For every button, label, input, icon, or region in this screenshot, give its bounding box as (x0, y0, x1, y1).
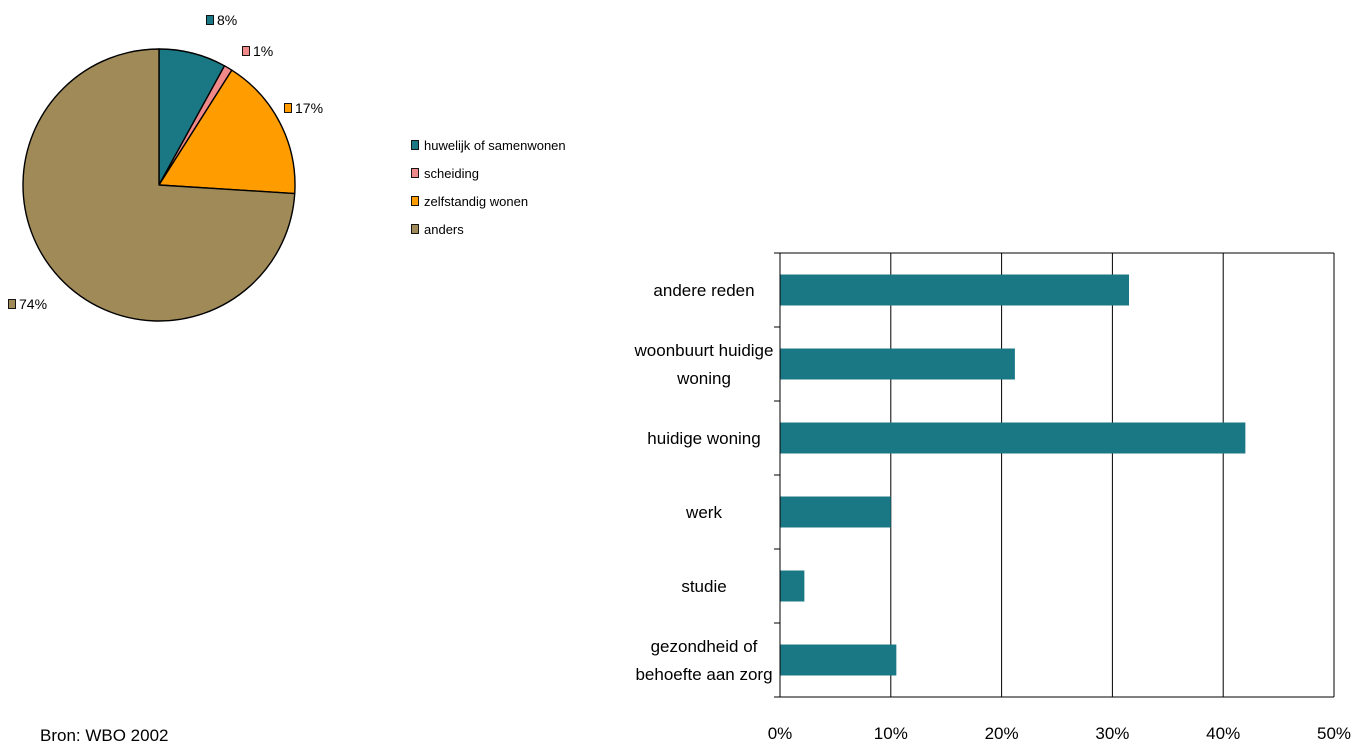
bar (780, 274, 1130, 306)
pie-label-swatch (284, 103, 292, 113)
legend-label: huwelijk of samenwonen (424, 138, 566, 153)
x-tick-label: 10% (874, 724, 908, 743)
bar (780, 570, 805, 602)
y-category-label: woning (676, 369, 731, 388)
y-category-label: andere reden (653, 281, 754, 300)
y-category-label: behoefte aan zorg (635, 665, 772, 684)
bar (780, 348, 1015, 380)
y-category-label: gezondheid of (651, 637, 758, 656)
legend-label: anders (424, 222, 464, 237)
legend-swatch (411, 224, 419, 234)
bar (780, 644, 897, 676)
bar (780, 422, 1246, 454)
x-tick-label: 40% (1206, 724, 1240, 743)
x-tick-label: 30% (1095, 724, 1129, 743)
y-category-label: studie (681, 577, 726, 596)
legend-swatch (411, 168, 419, 178)
pie-label-swatch (242, 46, 250, 56)
pie-data-label: 17% (295, 100, 323, 116)
source-note: Bron: WBO 2002 (40, 726, 169, 745)
x-tick-label: 50% (1317, 724, 1351, 743)
pie-data-label: 1% (253, 43, 273, 59)
x-tick-label: 0% (768, 724, 793, 743)
legend-label: zelfstandig wonen (424, 194, 528, 209)
x-tick-label: 20% (985, 724, 1019, 743)
pie-data-label: 74% (19, 296, 47, 312)
legend-swatch (411, 196, 419, 206)
legend-label: scheiding (424, 166, 479, 181)
pie-data-label: 8% (217, 12, 237, 28)
bar (780, 496, 891, 528)
pie-slice (158, 69, 296, 195)
y-category-label: woonbuurt huidige (634, 341, 774, 360)
legend-swatch (411, 140, 419, 150)
pie-label-swatch (8, 299, 16, 309)
y-category-label: huidige woning (647, 429, 760, 448)
pie-chart: 8% 1% 17% 74% huwelijk of samenwonen scheidin… (8, 12, 566, 322)
bar-chart: 0% 10% 20% 30% 40% 50% andere reden woonbuurt h… (634, 252, 1351, 743)
pie-slice (22, 48, 296, 322)
y-category-label: werk (685, 503, 722, 522)
pie-label-swatch (206, 15, 214, 25)
